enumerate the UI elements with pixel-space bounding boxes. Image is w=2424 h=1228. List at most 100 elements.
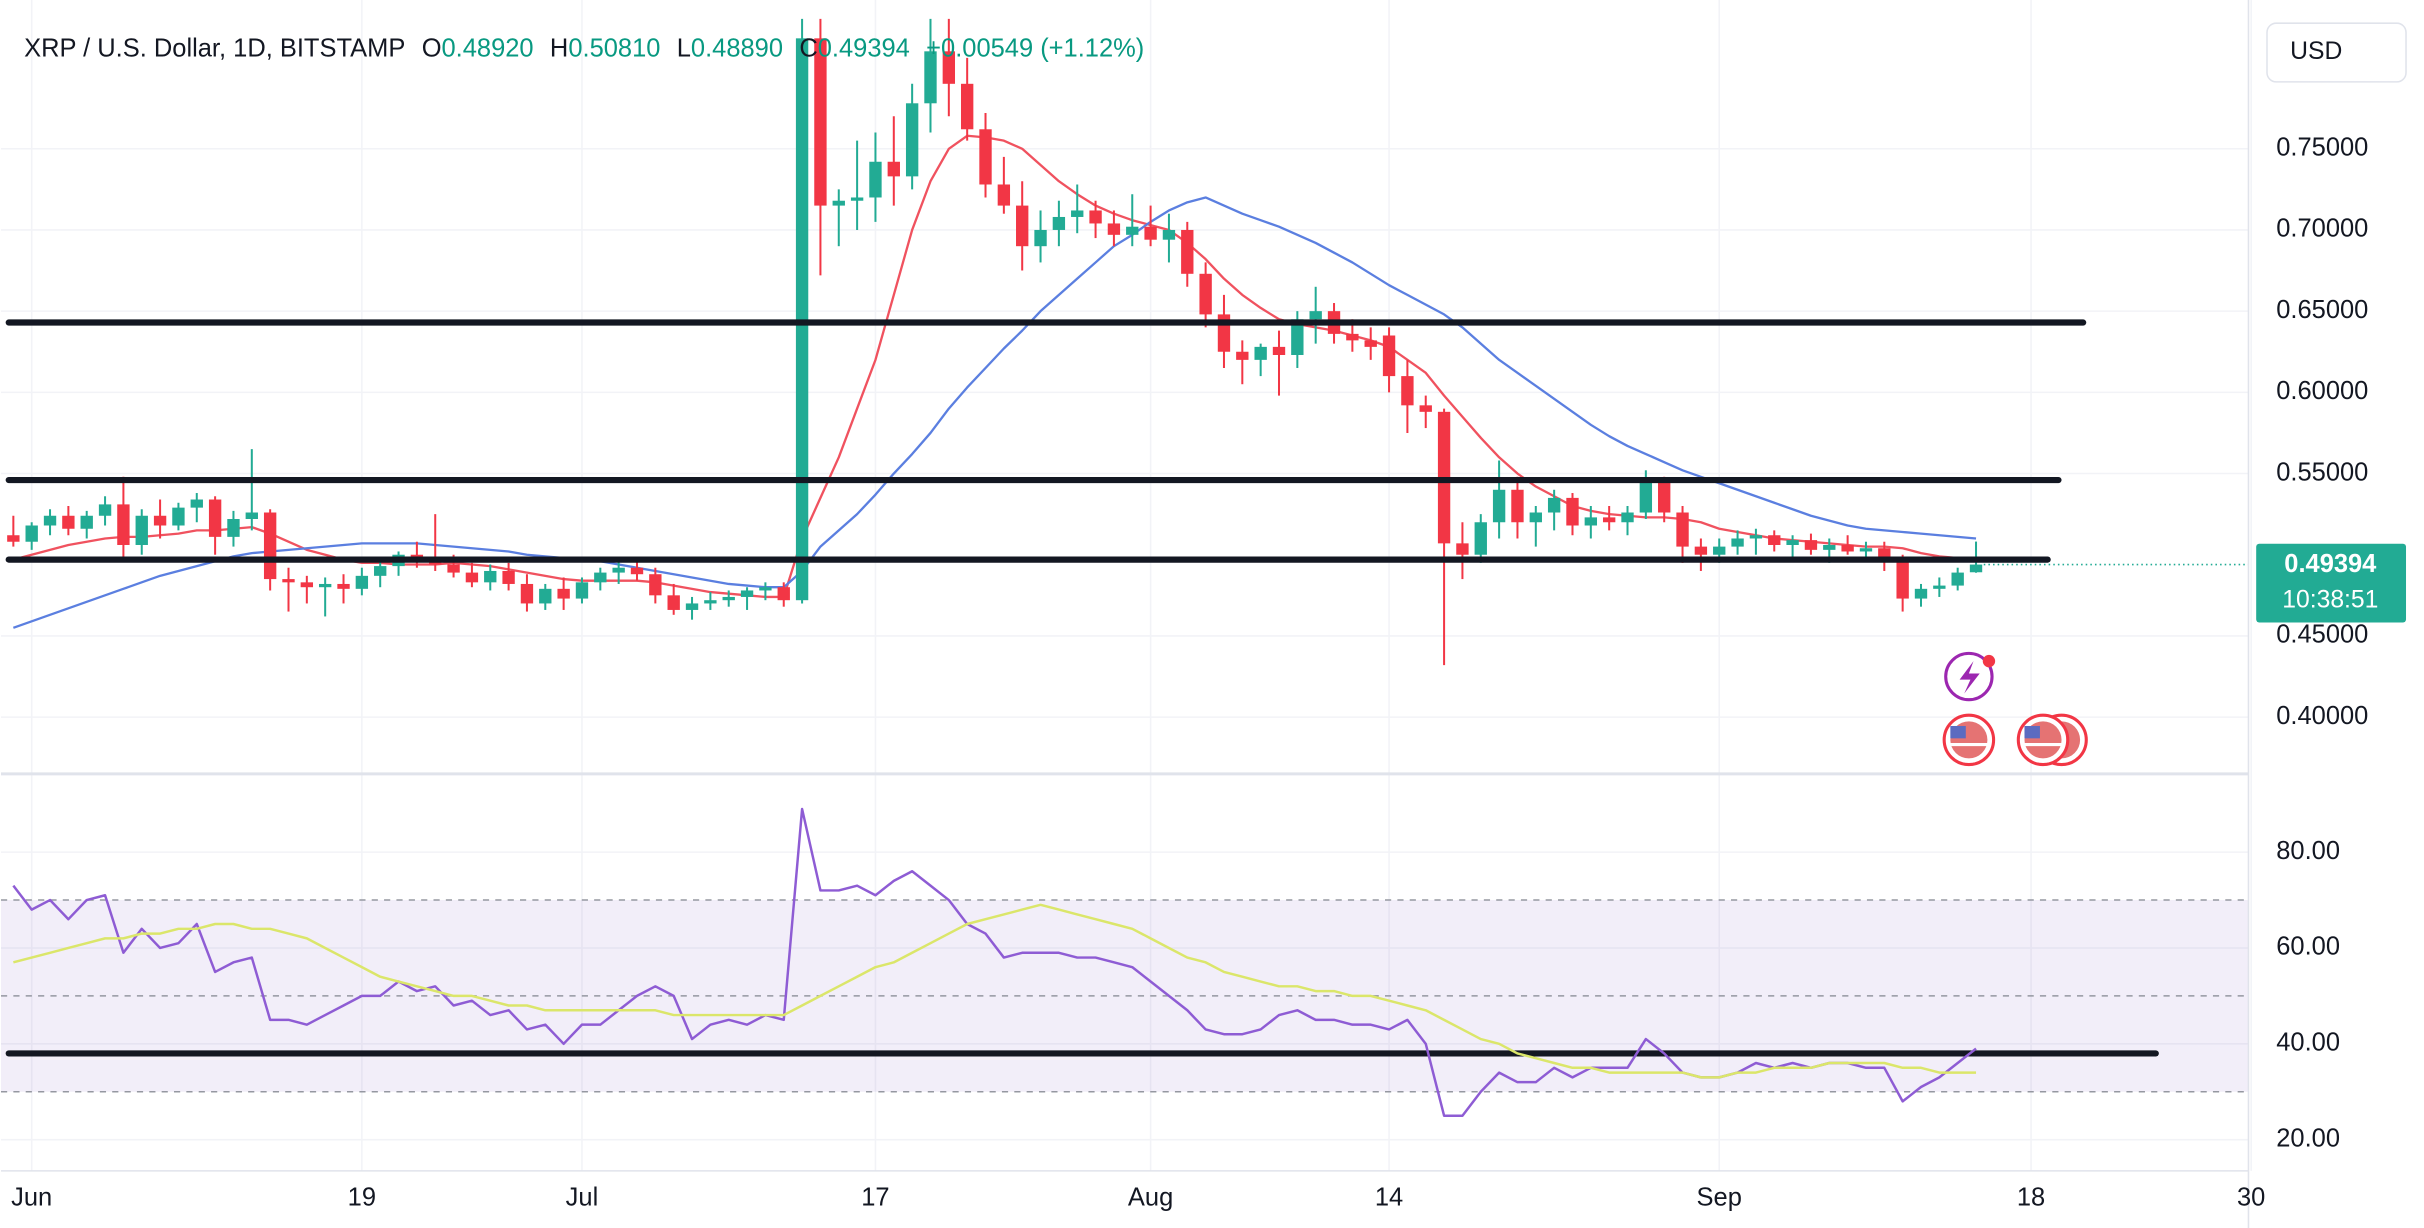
candle-body <box>1676 512 1689 547</box>
x-tick-label: Jun <box>11 1183 52 1211</box>
candle-body <box>685 603 699 610</box>
candle-body <box>1291 319 1304 355</box>
x-tick-label: 19 <box>348 1183 376 1211</box>
y-tick-label: 60.00 <box>2276 933 2340 961</box>
candle-body <box>1713 546 1726 555</box>
candle-body <box>135 515 148 545</box>
y-tick-label: 40.00 <box>2276 1029 2340 1057</box>
candle-body <box>25 525 38 542</box>
candle-body <box>1162 229 1176 240</box>
candle-body <box>887 161 900 177</box>
candle-body <box>740 590 754 597</box>
candle-body <box>1382 335 1396 377</box>
candle-body <box>282 579 295 583</box>
candle-body <box>1694 546 1708 555</box>
candle-body <box>80 515 93 529</box>
candle-body <box>208 499 222 537</box>
legend-header: XRP / U.S. Dollar, 1D, BITSTAMP O0.48920… <box>24 34 1144 62</box>
candle-body <box>594 572 607 583</box>
x-tick-label: 17 <box>861 1183 889 1211</box>
candle-body <box>7 535 20 542</box>
candle-body <box>484 570 497 583</box>
candle-body <box>1181 229 1194 274</box>
candle-body <box>447 564 460 573</box>
candle-body <box>1658 481 1671 513</box>
candle-body <box>1144 226 1157 240</box>
candle-body <box>1107 223 1121 235</box>
candle-body <box>649 574 662 596</box>
currency-button[interactable] <box>2266 22 2407 83</box>
candle-body <box>117 504 130 545</box>
candle-body <box>1566 497 1579 526</box>
event-icons <box>1942 651 2088 767</box>
candle-body <box>1914 588 1928 599</box>
candle-body <box>1126 226 1139 235</box>
candle-body <box>263 512 277 580</box>
last-price-badge: 0.49394 10:38:51 <box>2256 543 2407 623</box>
candle-body <box>905 103 919 177</box>
candle-body <box>245 512 258 520</box>
candle-body <box>1804 540 1818 550</box>
candle-body <box>1786 540 1799 545</box>
x-tick-label: 14 <box>1375 1183 1403 1211</box>
candle-body <box>1474 522 1487 555</box>
y-tick-label: 0.65000 <box>2276 296 2368 324</box>
last-price-box <box>2256 543 2407 623</box>
x-tick-label: 18 <box>2017 1183 2045 1211</box>
candle-body <box>814 38 827 206</box>
candle-body <box>795 38 809 601</box>
candle-body <box>318 583 332 588</box>
ohlc-label: L <box>677 34 691 62</box>
currency-label[interactable]: USD <box>2290 38 2342 65</box>
candle-body <box>337 583 350 589</box>
flag-icon[interactable] <box>1942 713 1996 767</box>
candle-body <box>1529 512 1542 523</box>
candle-body <box>1236 351 1249 360</box>
candle-body <box>575 582 589 599</box>
y-tick-label: 0.40000 <box>2276 702 2368 730</box>
y-tick-label: 0.70000 <box>2276 215 2368 243</box>
candle-body <box>300 582 314 588</box>
candle-body <box>850 197 864 201</box>
candle-body <box>1584 517 1598 526</box>
candle-body <box>62 515 75 529</box>
y-tick-label: 20.00 <box>2276 1124 2340 1152</box>
y-tick-label: 0.60000 <box>2276 377 2368 405</box>
y-tick-label: 0.45000 <box>2276 621 2368 649</box>
candle-body <box>704 600 717 604</box>
y-tick-label: 0.55000 <box>2276 458 2368 486</box>
candle-body <box>1199 273 1212 315</box>
flag-icon[interactable] <box>2016 713 2088 767</box>
candle-body <box>1969 564 1983 573</box>
candle-body <box>1933 585 1946 589</box>
candle-body <box>997 184 1011 206</box>
candle-body <box>502 570 515 584</box>
candle-body <box>1016 205 1029 247</box>
line-series <box>12 196 1977 629</box>
flag-canton <box>1950 725 1966 739</box>
change: +0.00549 (+1.12%) <box>926 34 1144 62</box>
candle-body <box>374 566 387 576</box>
x-tick-label: Jul <box>566 1183 599 1211</box>
candle-body <box>777 587 790 601</box>
candle-body <box>1639 481 1653 513</box>
candle-body <box>1621 512 1634 523</box>
candle-body <box>190 499 203 508</box>
candle-body <box>1602 517 1616 523</box>
ohlc-value: 0.50810 <box>568 34 660 62</box>
candle-body <box>960 83 974 130</box>
candle-body <box>1878 548 1891 558</box>
y-tick-label: 0.75000 <box>2276 133 2368 161</box>
candle-body <box>1731 538 1744 547</box>
countdown: 10:38:51 <box>2282 586 2378 613</box>
candle-body <box>1456 543 1469 555</box>
line-series <box>12 807 1977 1117</box>
candle-body <box>227 519 240 537</box>
candle-body <box>924 51 937 104</box>
candle-body <box>942 51 956 84</box>
y-tick-label: 80.00 <box>2276 837 2340 865</box>
line-series <box>13 903 1977 1079</box>
candle-body <box>1896 557 1909 599</box>
